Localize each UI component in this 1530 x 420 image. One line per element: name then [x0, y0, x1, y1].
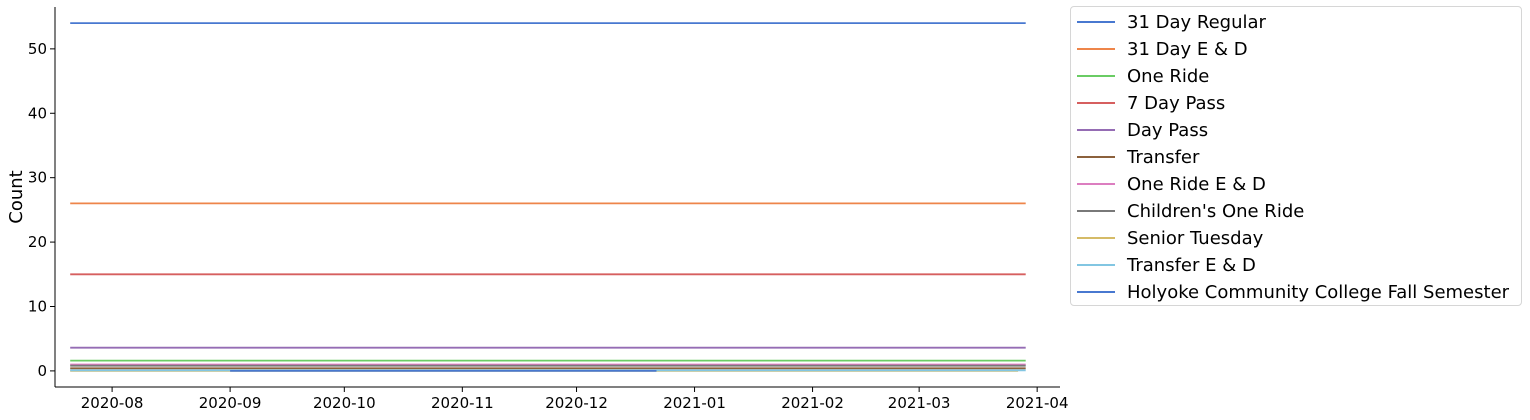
- legend-label: 31 Day Regular: [1127, 12, 1267, 33]
- y-tick-label: 20: [28, 233, 47, 251]
- series-lines: [70, 22, 1026, 372]
- x-tick-label: 2020-10: [313, 394, 376, 412]
- legend-label: Transfer E & D: [1126, 255, 1256, 276]
- y-tick-label: 0: [37, 362, 47, 380]
- y-tick-label: 30: [28, 169, 47, 187]
- legend-label: Children's One Ride: [1127, 201, 1304, 222]
- x-tick-label: 2021-03: [888, 394, 951, 412]
- legend-label: Day Pass: [1127, 120, 1208, 141]
- x-tick-label: 2020-12: [545, 394, 608, 412]
- legend-label: Transfer: [1126, 147, 1200, 168]
- legend-label: 31 Day E & D: [1127, 39, 1248, 60]
- x-ticks: 2020-08 2020-09 2020-10 2020-11 2020-12 2021-…: [81, 387, 1069, 412]
- y-ticks: 0 10 20 30 40 50: [28, 40, 55, 380]
- x-tick-label: 2020-08: [81, 394, 144, 412]
- x-tick-label: 2021-02: [781, 394, 844, 412]
- x-tick-label: 2020-11: [431, 394, 494, 412]
- legend-label: Holyoke Community College Fall Semester: [1127, 282, 1510, 303]
- legend-label: 7 Day Pass: [1127, 93, 1225, 114]
- legend-label: Senior Tuesday: [1127, 228, 1264, 249]
- legend: 31 Day Regular 31 Day E & D One Ride 7 Day …: [1070, 6, 1522, 306]
- axes: Count: [6, 7, 1060, 388]
- y-tick-label: 10: [28, 297, 47, 315]
- y-tick-label: 40: [28, 104, 47, 122]
- y-tick-label: 50: [28, 40, 47, 58]
- legend-entries: 31 Day Regular 31 Day E & D One Ride 7 Day …: [1077, 12, 1510, 303]
- y-axis-title: Count: [6, 170, 27, 223]
- x-tick-label: 2021-01: [663, 394, 726, 412]
- legend-label: One Ride E & D: [1127, 174, 1266, 195]
- legend-label: One Ride: [1127, 66, 1209, 87]
- x-tick-label: 2020-09: [199, 394, 262, 412]
- x-tick-label: 2021-04: [1006, 394, 1069, 412]
